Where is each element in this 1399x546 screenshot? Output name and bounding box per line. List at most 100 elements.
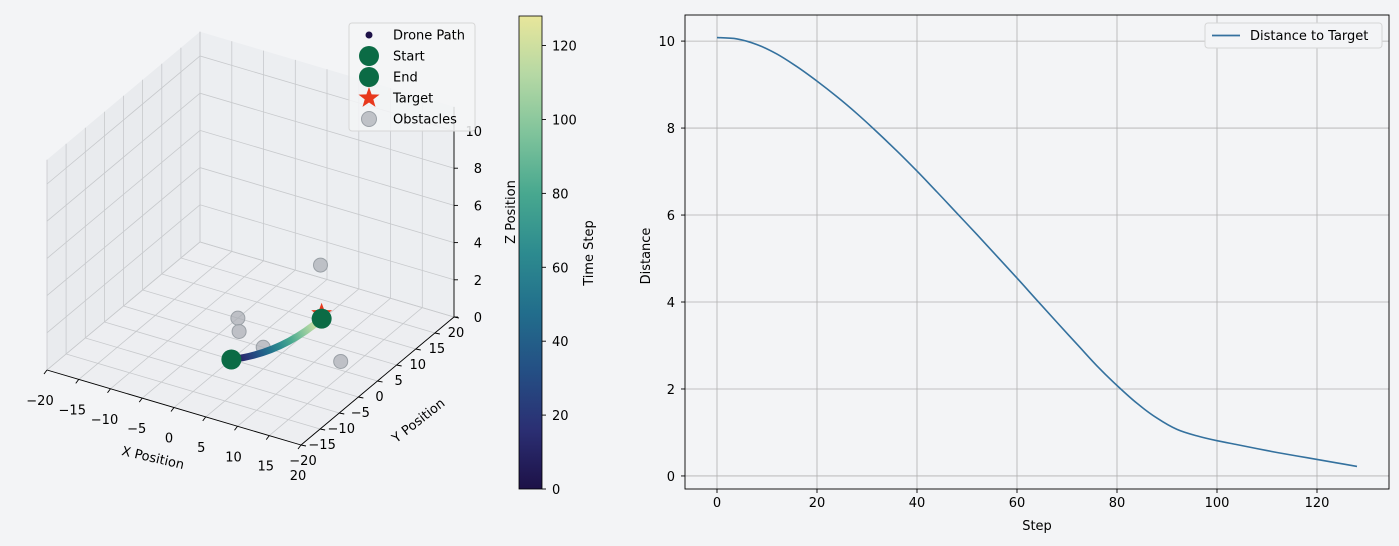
- legend-circle-icon: [361, 111, 377, 127]
- obstacle-marker: [231, 323, 247, 339]
- colorbar-tick-label: 80: [552, 187, 569, 202]
- legend-item: Start: [393, 50, 425, 65]
- y-tick-label: 5: [394, 374, 402, 389]
- y-tick: [377, 380, 383, 383]
- ticks-2d: 0 20 40 60 80 100 120 0 2 4 6 8 10: [658, 35, 1329, 511]
- end-marker: [311, 308, 332, 329]
- legend-box: [1204, 22, 1383, 49]
- x-tick: [265, 435, 270, 440]
- ticks-3d: −20−20−15−15−10−10−5−5005510101515202002…: [26, 125, 482, 484]
- x-tick-label: −5: [127, 422, 146, 437]
- drone-3d-plot: −20−20−15−15−10−10−5−5005510101515202002…: [26, 22, 519, 484]
- colorbar-gradient: [518, 15, 543, 490]
- y-tick-label: 0: [667, 470, 675, 485]
- x-tick-label: 15: [257, 460, 274, 475]
- colorbar-ticks: 0 20 40 60 80 100 120: [542, 40, 577, 498]
- x-tick-label: −15: [59, 403, 86, 418]
- colorbar: 0 20 40 60 80 100 120 Time Step: [518, 15, 597, 498]
- z-tick-label: 4: [474, 237, 482, 252]
- y-tick-label: −10: [328, 422, 355, 437]
- y-tick-label: 4: [667, 296, 675, 311]
- x-tick: [297, 444, 302, 450]
- x-tick-label: −10: [91, 413, 118, 428]
- legend-item: End: [393, 71, 418, 86]
- x-tick: [234, 425, 238, 431]
- obstacle-marker: [313, 257, 328, 273]
- x-tick-label: 10: [225, 450, 242, 465]
- legend-star-icon: [358, 87, 380, 107]
- z-tick-label: 2: [474, 274, 482, 289]
- y-tick-label: 10: [409, 358, 426, 373]
- x-tick: [107, 388, 111, 394]
- y-tick-label: 6: [667, 209, 675, 224]
- y-tick-label: −5: [351, 406, 370, 421]
- y-tick: [339, 412, 345, 415]
- y-tick-label: −20: [289, 454, 316, 469]
- x-tick-label: 80: [1109, 496, 1126, 511]
- grid-line: [46, 241, 455, 371]
- y-tick-label: −15: [308, 438, 335, 453]
- x-tick-label: 20: [290, 469, 307, 484]
- x-tick: [75, 379, 80, 384]
- x-tick-label: 0: [165, 432, 173, 447]
- legend-item: Drone Path: [393, 29, 465, 44]
- z-tick-label: 8: [474, 162, 482, 177]
- plot-frame: [684, 14, 1390, 490]
- colorbar-tick-label: 20: [552, 409, 569, 424]
- y-tick: [415, 348, 421, 351]
- x-tick: [43, 369, 48, 375]
- legend-item: Obstacles: [393, 113, 457, 128]
- colorbar-tick-label: 120: [552, 40, 577, 55]
- x-tick-label: 20: [809, 496, 826, 511]
- grid-line: [46, 204, 455, 334]
- z-tick-label: 0: [474, 311, 482, 326]
- y-tick-label: 2: [667, 383, 675, 398]
- colorbar-tick-label: 0: [552, 483, 560, 498]
- x-tick-label: 60: [1009, 496, 1026, 511]
- y-axis-label: Y Position: [389, 396, 448, 447]
- y-tick-label: 10: [658, 35, 675, 50]
- y-tick: [320, 428, 326, 431]
- legend-circle-icon: [359, 67, 379, 87]
- y-tick-label: 15: [429, 342, 446, 357]
- y-tick-label: 20: [448, 326, 465, 341]
- x-tick: [170, 407, 175, 412]
- y-tick-label: 8: [667, 122, 675, 137]
- legend: Distance to Target: [1204, 22, 1383, 49]
- y-tick-label: 0: [375, 390, 383, 405]
- distance-plot: 0 20 40 60 80 100 120 0 2 4 6 8 10 Step Distance Dis…: [639, 14, 1390, 534]
- x-tick-label: 5: [197, 441, 205, 456]
- z-axis-label: Z Position: [504, 180, 519, 244]
- grid-line: [46, 129, 455, 259]
- y-axis-label: Distance: [639, 228, 654, 285]
- x-tick-label: 100: [1205, 496, 1230, 511]
- x-tick: [138, 397, 143, 403]
- distance-line: [716, 36, 1358, 468]
- y-tick: [358, 396, 364, 399]
- legend-circle-icon: [359, 46, 379, 66]
- x-tick: [202, 416, 207, 422]
- colorbar-label: Time Step: [582, 220, 597, 287]
- y-tick: [300, 444, 307, 447]
- y-tick: [434, 332, 440, 335]
- legend-item: Target: [392, 92, 433, 107]
- grid-2d: [685, 15, 1389, 489]
- colorbar-tick-label: 100: [552, 113, 577, 128]
- y-tick: [396, 364, 402, 367]
- obstacle-marker: [230, 310, 246, 326]
- z-tick-label: 6: [474, 199, 482, 214]
- x-axis-label: Step: [1022, 519, 1052, 534]
- legend: Drone Path Start End Target Obstacles: [348, 22, 476, 132]
- x-axis-label: X Position: [120, 444, 185, 473]
- colorbar-tick-label: 40: [552, 335, 569, 350]
- x-tick-label: 0: [713, 496, 721, 511]
- legend-dot-icon: [365, 31, 373, 39]
- legend-box: [348, 22, 476, 132]
- x-tick-label: 40: [909, 496, 926, 511]
- x-tick-label: −20: [26, 394, 53, 409]
- grid-line: [46, 92, 455, 222]
- legend-item: Distance to Target: [1250, 29, 1368, 44]
- colorbar-tick-label: 60: [552, 261, 569, 276]
- grid-line: [46, 167, 455, 296]
